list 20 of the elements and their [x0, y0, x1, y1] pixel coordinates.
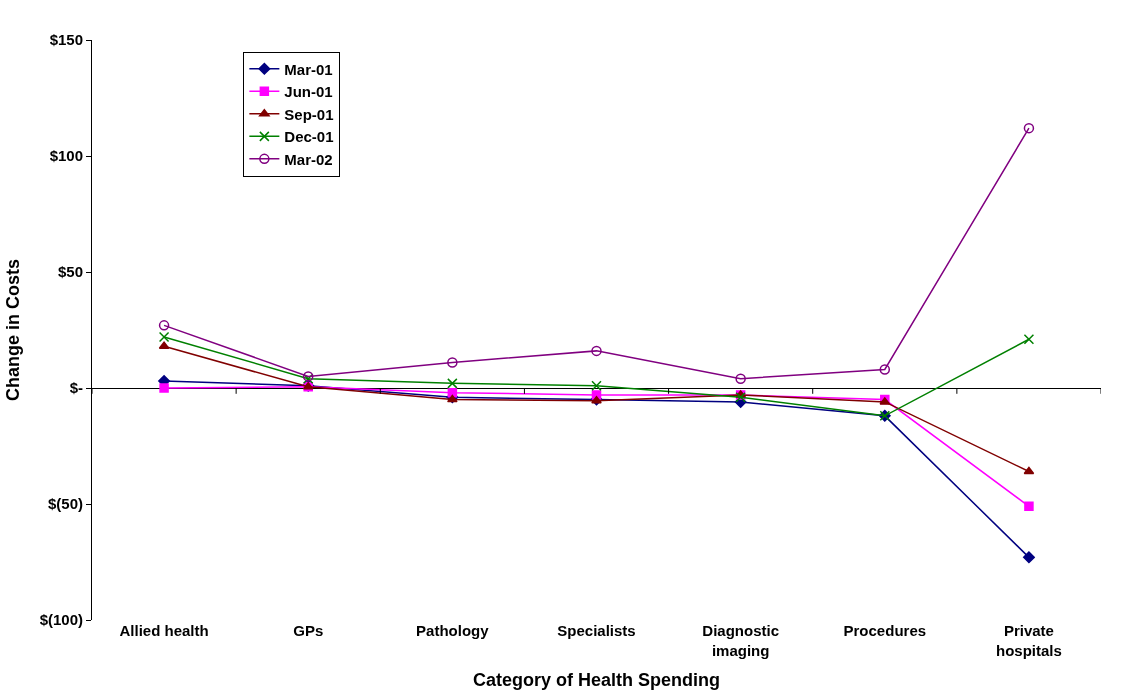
x-tick-label: Pathology: [416, 622, 490, 639]
legend-label: Jun-01: [284, 83, 333, 101]
x-tick-label: Private hospitals: [996, 622, 1062, 659]
legend-label: Dec-01: [284, 128, 334, 146]
x-tick-label: Allied health: [119, 622, 209, 639]
y-axis-title: Change in Costs: [2, 258, 23, 402]
x-axis-title: Category of Health Spending: [472, 669, 721, 690]
y-tick-label: $100: [49, 147, 83, 165]
legend-label: Mar-02: [284, 150, 333, 168]
legend-label: Mar-01: [284, 60, 333, 78]
y-tick-label: $50: [57, 263, 83, 281]
x-tick-label: Specialists: [557, 622, 636, 639]
legend-label: Sep-01: [284, 105, 334, 123]
y-tick-label: $-: [69, 379, 83, 397]
y-tick-label: $150: [49, 31, 83, 49]
y-tick-label: $(100): [39, 611, 83, 629]
x-tick-label: Diagnostic imaging: [702, 622, 779, 659]
x-tick-label: GPs: [293, 622, 324, 639]
x-tick-label: Procedures: [843, 622, 927, 639]
y-tick-label: $(50): [47, 495, 83, 513]
